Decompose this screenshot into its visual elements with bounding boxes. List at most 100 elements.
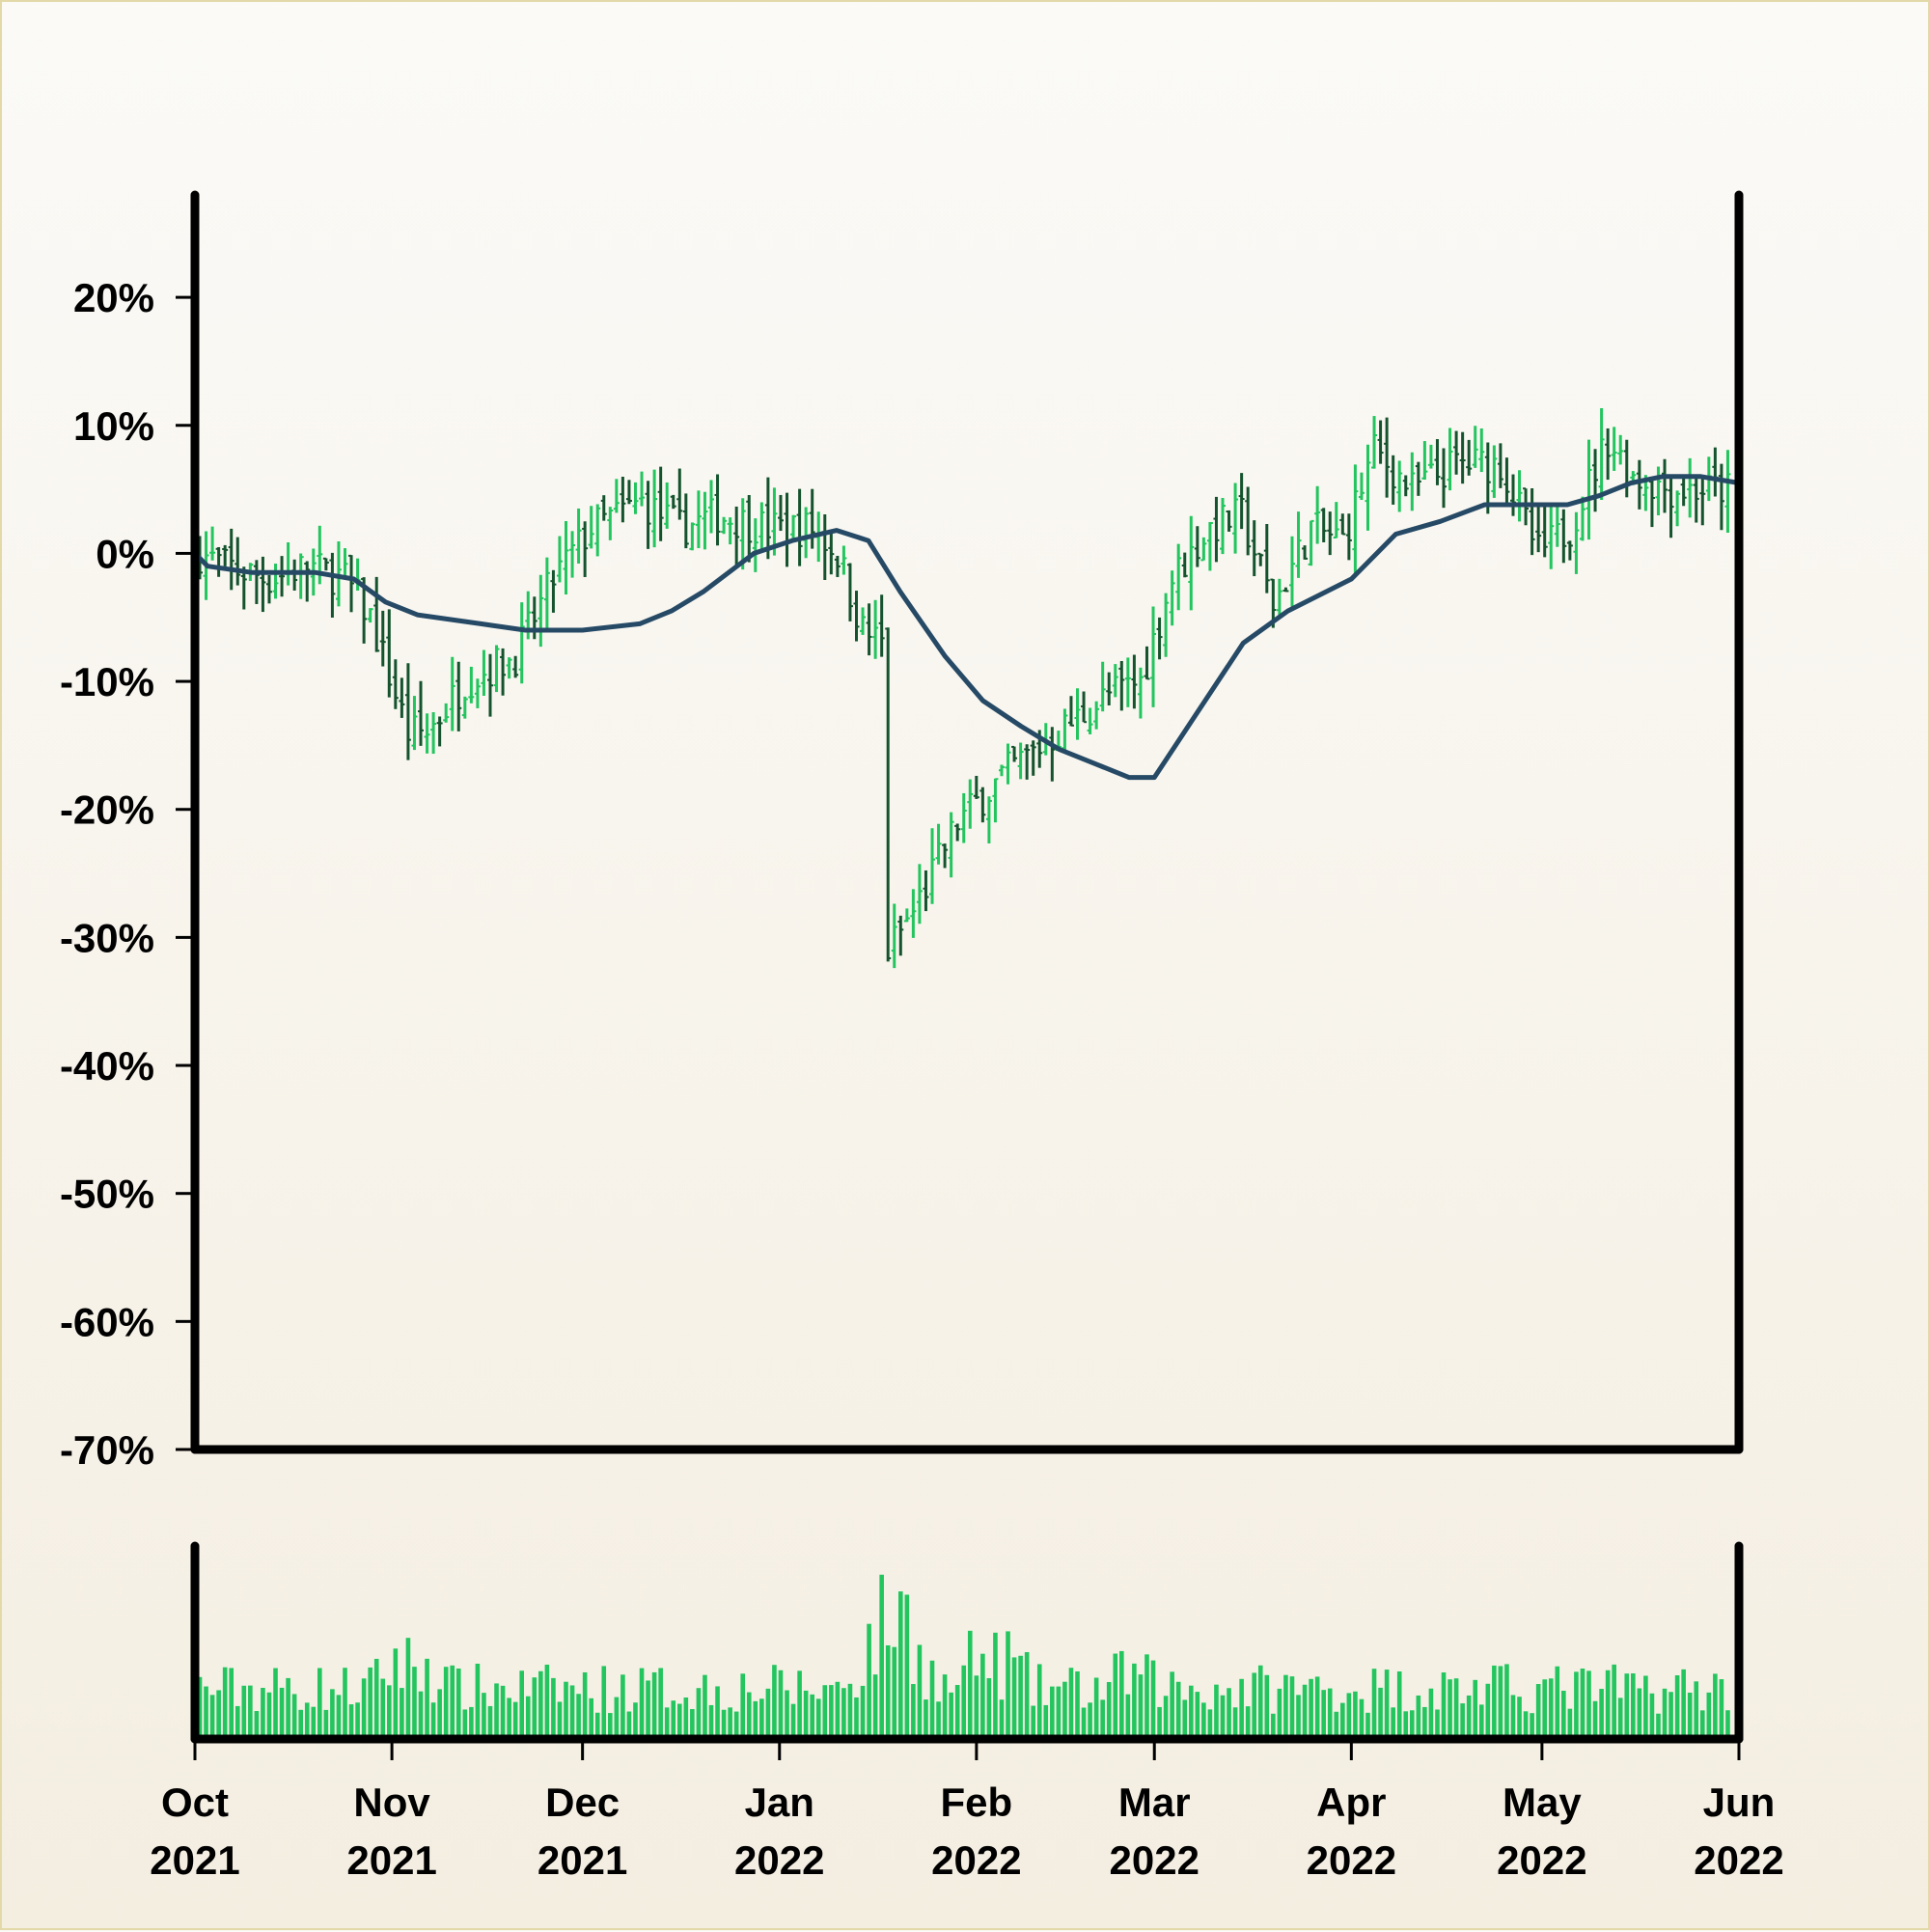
volume-bar: [708, 1704, 714, 1739]
ohlc-bar: [1541, 505, 1548, 558]
volume-bar: [1599, 1689, 1604, 1739]
ohlc-bar: [1491, 445, 1498, 498]
ohlc-bar: [714, 474, 721, 546]
x-tick-year: 2022: [1307, 1837, 1396, 1883]
volume-bar: [728, 1707, 732, 1739]
volume-bar: [1706, 1692, 1712, 1739]
volume-bar: [1694, 1681, 1699, 1739]
volume-bar: [1314, 1676, 1320, 1739]
volume-bar: [1555, 1666, 1560, 1739]
ohlc-bar: [620, 476, 626, 523]
ohlc-bar: [582, 521, 589, 577]
ohlc-bar: [1181, 552, 1188, 578]
ohlc-bar: [1529, 488, 1535, 556]
ohlc-bar: [1390, 455, 1396, 505]
volume-bar: [601, 1666, 607, 1739]
ohlc-bar: [878, 594, 885, 657]
ohlc-bar: [1636, 459, 1642, 510]
volume-bar: [1043, 1704, 1049, 1739]
volume-bar: [999, 1699, 1005, 1739]
ohlc-bar: [600, 495, 607, 521]
ohlc-bar: [777, 494, 784, 532]
volume-bar: [1580, 1669, 1585, 1739]
volume-bar: [1435, 1709, 1440, 1739]
volume-bar: [450, 1665, 455, 1739]
volume-bar: [1441, 1672, 1447, 1739]
ohlc-bar: [1434, 439, 1441, 485]
ohlc-bar: [1548, 502, 1555, 569]
ohlc-bar: [512, 655, 519, 678]
ohlc-bar: [695, 490, 702, 549]
x-tick-month: Jan: [745, 1780, 814, 1825]
ohlc-bar: [809, 488, 815, 549]
x-tick-year: 2022: [931, 1837, 1021, 1883]
volume-bar: [1245, 1706, 1251, 1739]
y-tick-label: -60%: [60, 1299, 154, 1344]
volume-bar: [1391, 1707, 1395, 1739]
volume-bar: [1163, 1696, 1169, 1739]
ohlc-bar: [985, 796, 992, 843]
volume-bar: [1264, 1674, 1270, 1739]
x-tick-month: Dec: [545, 1780, 620, 1825]
volume-bar: [1309, 1678, 1313, 1739]
ohlc-bar: [967, 779, 974, 829]
ohlc-bar: [1005, 743, 1011, 785]
ohlc-bar: [853, 591, 860, 642]
ohlc-bar: [645, 481, 651, 549]
volume-bar: [797, 1670, 802, 1739]
volume-bar: [1036, 1664, 1042, 1739]
volume-bar: [1144, 1654, 1149, 1739]
volume-bar: [1232, 1707, 1238, 1739]
ohlc-bar: [1067, 696, 1074, 727]
volume-bar: [1220, 1695, 1226, 1739]
volume-bar: [286, 1677, 290, 1739]
ohlc-bar: [910, 889, 917, 938]
ohlc-bar: [1466, 439, 1473, 476]
ohlc-bar: [1617, 434, 1624, 465]
ohlc-bar: [575, 508, 582, 564]
volume-bar: [1283, 1674, 1288, 1739]
x-tick-year: 2021: [346, 1837, 436, 1883]
volume-bar: [1605, 1670, 1611, 1739]
ohlc-bar: [222, 544, 229, 566]
volume-bar: [676, 1703, 682, 1739]
volume-bar: [892, 1646, 897, 1739]
volume-bar: [1327, 1688, 1333, 1739]
ohlc-bar: [543, 557, 550, 630]
volume-bar: [626, 1711, 632, 1739]
volume-bar: [1428, 1688, 1434, 1739]
ohlc-bar: [1206, 521, 1213, 571]
volume-bar: [1561, 1690, 1566, 1739]
volume-bar: [279, 1687, 285, 1739]
volume-bar: [1453, 1678, 1459, 1739]
volume-bar: [1175, 1681, 1181, 1739]
volume-bar: [1188, 1685, 1194, 1739]
ohlc-bar: [1226, 510, 1232, 532]
ohlc-bar: [670, 494, 676, 510]
ohlc-bar: [329, 552, 336, 618]
ohlc-bar: [481, 649, 487, 697]
ohlc-bar: [234, 537, 241, 586]
volume-bar: [564, 1681, 568, 1739]
ohlc-bar: [367, 608, 373, 623]
volume-bar: [1416, 1695, 1421, 1739]
volume-bar: [633, 1702, 638, 1739]
ohlc-bar: [1598, 408, 1605, 500]
ohlc-bar: [942, 843, 949, 869]
volume-bar: [386, 1685, 392, 1739]
ohlc-bar: [1371, 416, 1378, 469]
ohlc-bar: [1409, 452, 1416, 511]
ohlc-bar: [866, 603, 872, 656]
ohlc-bar: [550, 569, 557, 613]
ohlc-bar: [916, 864, 923, 925]
ohlc-bar: [1345, 513, 1352, 561]
ohlc-bar: [1339, 513, 1346, 536]
volume-bar: [879, 1574, 884, 1739]
x-tick-month: Mar: [1118, 1780, 1191, 1825]
volume-bar: [1460, 1703, 1465, 1739]
ohlc-bar: [954, 823, 961, 842]
ohlc-bar: [1081, 691, 1088, 724]
ohlc-bar: [1137, 667, 1144, 719]
